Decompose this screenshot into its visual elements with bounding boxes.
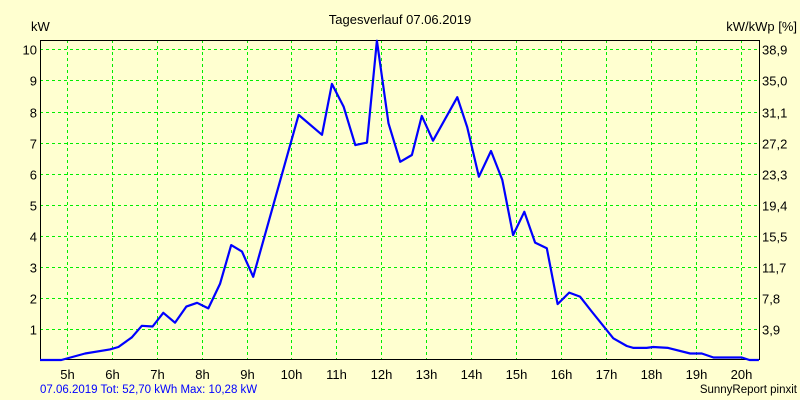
y-tick-label-left: 8 xyxy=(30,106,37,121)
y-tick-label-right: 11,7 xyxy=(762,261,786,276)
footer-summary: 07.06.2019 Tot: 52,70 kWh Max: 10,28 kW xyxy=(40,384,257,396)
y-tick-label-left: 4 xyxy=(30,230,37,245)
y-tick-label-right: 31,1 xyxy=(762,106,787,121)
x-tick-label: 16h xyxy=(551,367,573,382)
x-tick-label: 5h xyxy=(60,367,74,382)
x-tick-label: 14h xyxy=(461,367,483,382)
y-tick-label-left: 6 xyxy=(30,168,37,183)
y-tick-label-left: 10 xyxy=(23,43,37,58)
grid-lines xyxy=(40,40,760,360)
y-tick-label-left: 3 xyxy=(30,261,37,276)
y-tick-label-left: 7 xyxy=(30,137,37,152)
footer-credit: SunnyReport pinxit xyxy=(700,384,798,396)
y-axis-label-right: kW/kWp [%] xyxy=(726,19,797,34)
x-tick-label: 11h xyxy=(326,367,347,382)
x-tick-label: 17h xyxy=(596,367,618,382)
x-tick-label: 7h xyxy=(150,367,164,382)
y-tick-label-right: 3,9 xyxy=(762,323,780,338)
y-axis-label-left: kW xyxy=(31,19,51,34)
tick-labels: 5h 6h 7h 8h 9h 10h 11h 12h 13h 14h 15h 16h 17h 18h 19h… xyxy=(23,43,788,383)
y-tick-label-left: 5 xyxy=(30,199,37,214)
y-tick-label-right: 7,8 xyxy=(762,292,780,307)
y-tick-label-left: 9 xyxy=(30,74,37,89)
x-tick-label: 8h xyxy=(195,367,209,382)
x-tick-label: 15h xyxy=(506,367,528,382)
series-line-kw xyxy=(40,39,759,362)
x-tick-label: 18h xyxy=(641,367,663,382)
plot-frame xyxy=(40,40,760,360)
y-tick-label-right: 35,0 xyxy=(762,74,787,89)
x-tick-label: 10h xyxy=(281,367,303,382)
y-tick-label-right: 15,5 xyxy=(762,230,787,245)
x-tick-label: 12h xyxy=(371,367,393,382)
x-tick-label: 9h xyxy=(240,367,254,382)
chart-title: Tagesverlauf 07.06.2019 xyxy=(329,12,471,27)
y-tick-label-right: 19,4 xyxy=(762,199,787,214)
y-tick-label-right: 38,9 xyxy=(762,43,787,58)
y-tick-label-left: 1 xyxy=(30,323,37,338)
y-tick-label-right: 23,3 xyxy=(762,168,787,183)
y-tick-label-left: 2 xyxy=(30,292,37,307)
y-tick-label-right: 27,2 xyxy=(762,137,787,152)
x-tick-label: 20h xyxy=(731,367,753,382)
x-tick-label: 13h xyxy=(416,367,438,382)
x-tick-label: 19h xyxy=(686,367,708,382)
x-tick-label: 6h xyxy=(105,367,119,382)
